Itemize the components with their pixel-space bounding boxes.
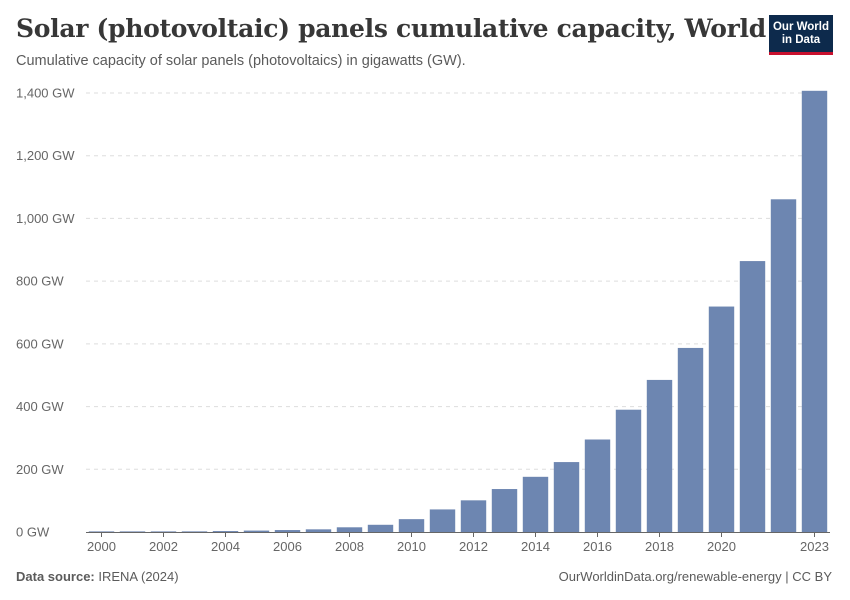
bars bbox=[88, 90, 828, 533]
bar-2010[interactable] bbox=[398, 519, 425, 532]
bar-2019[interactable] bbox=[677, 347, 704, 532]
y-axis-ticks: 0 GW 200 GW 400 GW 600 GW 800 GW 1,000 GW 1,20… bbox=[16, 86, 75, 540]
bar-2016[interactable] bbox=[584, 439, 611, 532]
y-tick-label: 800 GW bbox=[16, 274, 64, 289]
owid-logo[interactable]: Our World in Data bbox=[769, 15, 833, 55]
bar-chart: 0 GW 200 GW 400 GW 600 GW 800 GW 1,000 GW 1,20… bbox=[16, 86, 830, 554]
x-tick-label: 2020 bbox=[707, 539, 736, 554]
bar-2011[interactable] bbox=[429, 509, 456, 532]
y-tick-label: 1,400 GW bbox=[16, 86, 75, 101]
y-tick-label: 1,000 GW bbox=[16, 211, 75, 226]
data-source: Data source: IRENA (2024) bbox=[16, 569, 179, 584]
logo-line-1: Our World bbox=[772, 20, 829, 33]
bar-2013[interactable] bbox=[491, 489, 518, 532]
bar-2001[interactable] bbox=[119, 531, 146, 532]
bar-2020[interactable] bbox=[708, 306, 735, 532]
x-tick-label: 2008 bbox=[335, 539, 364, 554]
x-tick-label: 2004 bbox=[211, 539, 240, 554]
x-tick-label: 2012 bbox=[459, 539, 488, 554]
y-tick-label: 0 GW bbox=[16, 525, 50, 540]
data-source-value: IRENA (2024) bbox=[98, 569, 179, 584]
x-tick-label: 2010 bbox=[397, 539, 426, 554]
bar-2008[interactable] bbox=[336, 527, 363, 532]
bar-2014[interactable] bbox=[522, 476, 549, 532]
bar-2018[interactable] bbox=[646, 379, 673, 532]
data-source-label: Data source: bbox=[16, 569, 95, 584]
bar-2012[interactable] bbox=[460, 500, 487, 532]
logo-line-2: in Data bbox=[781, 33, 821, 46]
bar-2002[interactable] bbox=[150, 531, 177, 532]
bar-2021[interactable] bbox=[739, 261, 766, 532]
chart-subtitle: Cumulative capacity of solar panels (pho… bbox=[16, 53, 466, 69]
bar-2023[interactable] bbox=[801, 90, 828, 533]
attribution-link[interactable]: OurWorldinData.org/renewable-energy | CC… bbox=[558, 569, 832, 584]
bar-2004[interactable] bbox=[212, 531, 239, 532]
x-tick-label: 2000 bbox=[87, 539, 116, 554]
y-tick-label: 600 GW bbox=[16, 336, 64, 351]
x-tick-label: 2016 bbox=[583, 539, 612, 554]
bar-2003[interactable] bbox=[181, 531, 208, 532]
x-tick-label: 2023 bbox=[800, 539, 829, 554]
x-tick-label: 2002 bbox=[149, 539, 178, 554]
bar-2006[interactable] bbox=[274, 530, 301, 532]
x-tick-label: 2018 bbox=[645, 539, 674, 554]
x-tick-label: 2014 bbox=[521, 539, 550, 554]
bar-2015[interactable] bbox=[553, 462, 580, 532]
x-axis-ticks: 2000 2002 2004 2006 2008 2010 2012 2014 2016 2018… bbox=[87, 532, 829, 554]
bar-2022[interactable] bbox=[770, 199, 797, 532]
bar-2000[interactable] bbox=[88, 531, 115, 532]
bar-2009[interactable] bbox=[367, 524, 394, 532]
gridlines bbox=[86, 92, 830, 470]
y-tick-label: 400 GW bbox=[16, 399, 64, 414]
bar-2005[interactable] bbox=[243, 530, 270, 532]
y-tick-label: 1,200 GW bbox=[16, 148, 75, 163]
chart-title: Solar (photovoltaic) panels cumulative c… bbox=[16, 14, 766, 43]
x-tick-label: 2006 bbox=[273, 539, 302, 554]
y-tick-label: 200 GW bbox=[16, 462, 64, 477]
bar-2007[interactable] bbox=[305, 529, 332, 532]
bar-2017[interactable] bbox=[615, 409, 642, 532]
